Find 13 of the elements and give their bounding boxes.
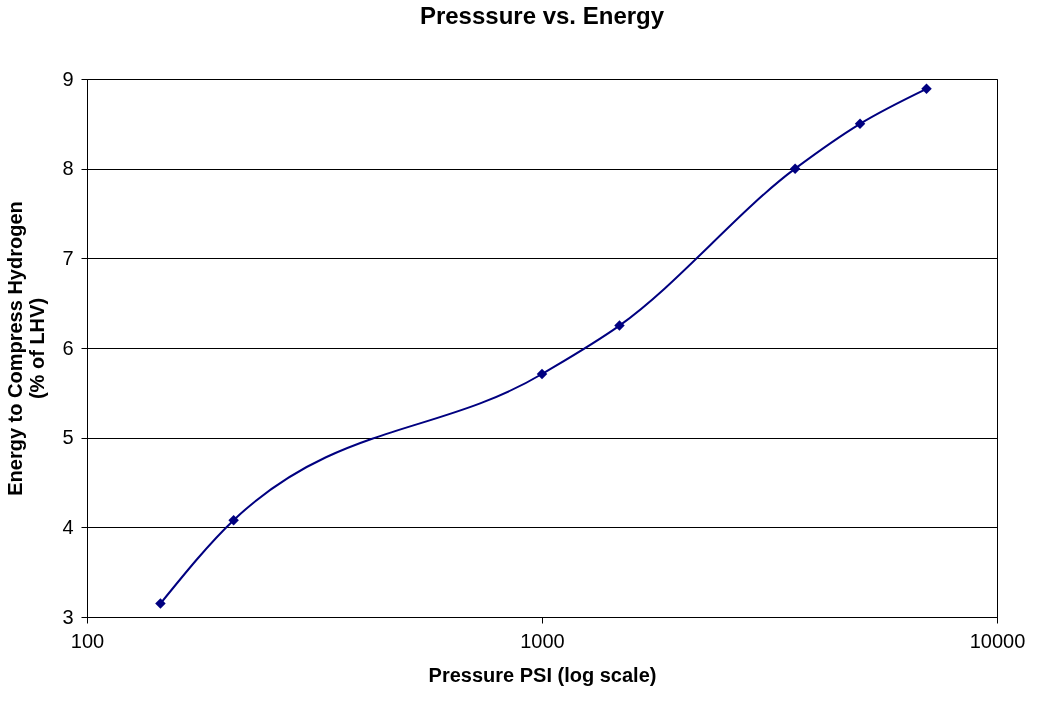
y-tick-label: 3 bbox=[62, 605, 74, 628]
y-axis-title: Energy to Compress Hydrogen (% of LHV) bbox=[4, 201, 49, 496]
y-tick-label: 6 bbox=[62, 336, 74, 359]
y-tick-label: 4 bbox=[62, 515, 74, 538]
x-tick-label: 100 bbox=[70, 629, 105, 652]
chart-title: Presssure vs. Energy bbox=[419, 2, 665, 29]
x-tick-label: 1000 bbox=[520, 629, 565, 652]
y-tick-label: 7 bbox=[62, 246, 74, 269]
x-axis-title: Pressure PSI (log scale) bbox=[428, 663, 657, 686]
y-tick-label: 9 bbox=[62, 67, 74, 90]
x-tick-label: 10000 bbox=[969, 629, 1026, 652]
y-tick-label: 5 bbox=[62, 426, 74, 449]
y-tick-label: 8 bbox=[62, 157, 74, 180]
